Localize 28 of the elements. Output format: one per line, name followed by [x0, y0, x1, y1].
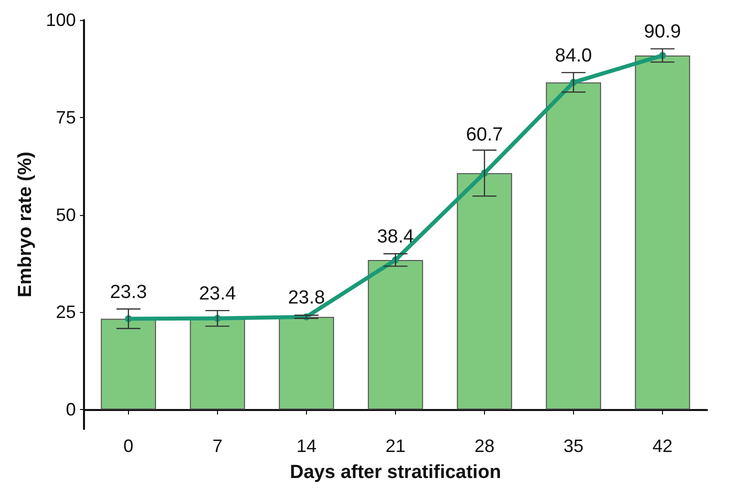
y-axis-title: Embryo rate (%) [15, 152, 36, 298]
bar [456, 173, 512, 410]
y-tick-label: 50 [56, 204, 76, 225]
bar [190, 318, 246, 410]
x-tick-label: 42 [652, 436, 673, 456]
data-label: 38.4 [376, 226, 414, 248]
y-tick-label: 100 [46, 10, 76, 30]
data-label: 23.4 [198, 283, 236, 304]
y-tick-label: 0 [66, 400, 76, 420]
x-tick-label: 21 [385, 436, 406, 456]
bar [368, 260, 424, 410]
x-axis-title: Days after stratification [290, 462, 502, 483]
data-label: 23.3 [110, 282, 147, 303]
bar [100, 318, 156, 410]
data-label: 90.9 [644, 21, 681, 42]
x-tick-label: 14 [296, 436, 316, 456]
x-tick-label: 0 [123, 436, 134, 456]
y-tick-label: 25 [56, 302, 76, 322]
data-label: 84.0 [554, 46, 592, 67]
x-tick-label: 28 [474, 436, 494, 456]
bar [278, 316, 334, 410]
data-label: 23.8 [288, 287, 325, 308]
data-label: 60.7 [466, 124, 503, 146]
x-tick-label: 7 [212, 436, 222, 456]
bar [634, 55, 690, 410]
y-tick-label: 75 [56, 107, 76, 128]
x-tick-label: 35 [563, 436, 584, 456]
bar [546, 82, 602, 410]
